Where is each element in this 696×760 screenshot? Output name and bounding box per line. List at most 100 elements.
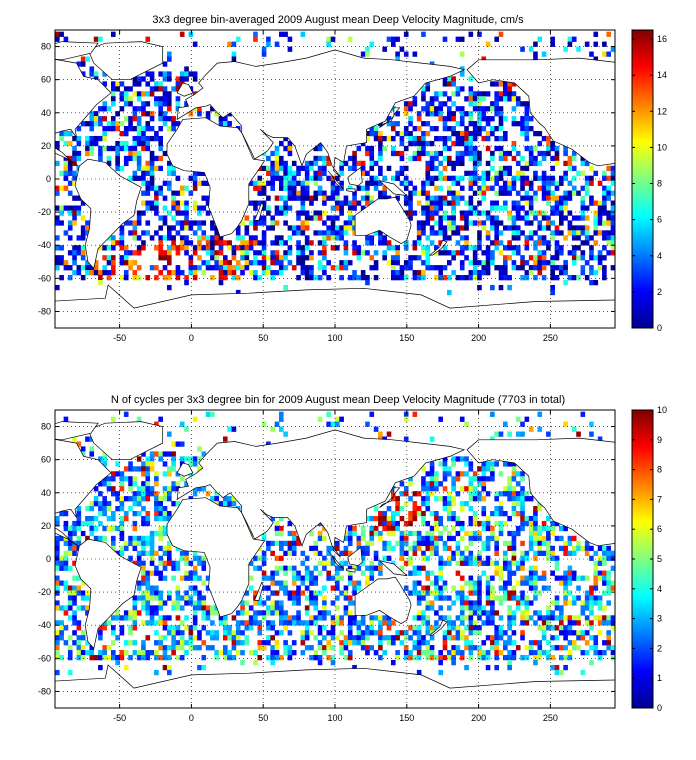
heatmap-cell <box>283 585 288 591</box>
heatmap-cell <box>218 275 224 281</box>
heatmap-cell <box>304 225 310 231</box>
heatmap-cell <box>442 36 448 42</box>
heatmap-cell <box>481 481 487 487</box>
heatmap-cell <box>244 225 250 231</box>
heatmap-cell <box>416 570 422 576</box>
heatmap-cell <box>425 160 431 167</box>
colorbar-tick-label: 4 <box>657 251 662 261</box>
heatmap-cell <box>167 284 172 291</box>
heatmap-cell <box>515 150 521 157</box>
heatmap-cell <box>171 126 176 132</box>
heatmap-cell <box>162 76 168 82</box>
heatmap-cell <box>468 610 474 616</box>
heatmap-cell <box>136 155 142 162</box>
heatmap-cell <box>481 506 487 512</box>
heatmap-cell <box>171 605 176 611</box>
heatmap-cell <box>136 265 142 271</box>
heatmap-cell <box>429 466 435 472</box>
heatmap-cell <box>223 615 228 621</box>
heatmap-cell <box>537 625 543 631</box>
heatmap-cell <box>511 585 517 591</box>
heatmap-cell <box>386 525 392 532</box>
heatmap-cell <box>541 570 547 576</box>
heatmap-cell <box>576 170 581 176</box>
heatmap-cell <box>382 185 387 191</box>
heatmap-cell <box>554 575 560 581</box>
heatmap-cell <box>610 230 615 236</box>
heatmap-cell <box>559 215 564 221</box>
heatmap-cell <box>425 235 431 241</box>
heatmap-cell <box>455 121 461 127</box>
heatmap-cell <box>365 540 370 547</box>
heatmap-cell <box>382 250 387 256</box>
heatmap-cell <box>63 585 69 591</box>
heatmap-cell <box>115 86 120 92</box>
heatmap-cell <box>425 590 431 596</box>
heatmap-cell <box>347 550 353 556</box>
heatmap-cell <box>76 155 82 162</box>
heatmap-cells <box>55 31 615 296</box>
heatmap-cell <box>593 230 599 236</box>
heatmap-cell <box>399 135 405 142</box>
heatmap-cell <box>537 240 543 246</box>
heatmap-cell <box>253 260 258 266</box>
heatmap-cell <box>412 270 418 276</box>
heatmap-cell <box>67 180 73 186</box>
heatmap-cell <box>72 250 77 256</box>
heatmap-cell <box>477 270 482 276</box>
heatmap-cell <box>352 195 357 201</box>
heatmap-cell <box>253 659 258 666</box>
heatmap-cell <box>472 220 478 226</box>
heatmap-cell <box>197 635 202 641</box>
heatmap-cell <box>67 540 73 547</box>
heatmap-cell <box>184 615 189 621</box>
heatmap-cell <box>507 620 512 626</box>
heatmap-cell <box>602 51 607 57</box>
heatmap-cell <box>93 501 99 507</box>
heatmap-cell <box>231 270 237 276</box>
heatmap-cell <box>279 205 284 211</box>
heatmap-cell <box>136 560 142 566</box>
heatmap-cell <box>511 535 517 542</box>
heatmap-cell <box>494 431 499 437</box>
heatmap-cell <box>287 540 293 547</box>
heatmap-cell <box>123 275 129 281</box>
heatmap-cell <box>102 496 107 502</box>
heatmap-cell <box>528 145 534 152</box>
heatmap-cell <box>266 655 271 661</box>
heatmap-cell <box>145 491 151 497</box>
heatmap-cell <box>442 250 448 256</box>
heatmap-cell <box>132 540 138 547</box>
heatmap-cell <box>309 175 314 181</box>
heatmap-cell <box>481 610 487 616</box>
heatmap-cell <box>300 185 306 191</box>
heatmap-cell <box>279 545 284 552</box>
heatmap-cell <box>451 255 456 261</box>
heatmap-cell <box>503 91 508 97</box>
heatmap-cell <box>365 250 370 256</box>
heatmap-cell <box>403 260 409 266</box>
heatmap-cell <box>455 140 461 147</box>
heatmap-cell <box>322 235 327 241</box>
heatmap-cell <box>67 605 73 611</box>
heatmap-cell <box>369 165 375 172</box>
heatmap-cell <box>541 625 547 631</box>
heatmap-cell <box>434 540 439 547</box>
heatmap-cell <box>421 205 426 211</box>
heatmap-cell <box>317 145 323 152</box>
heatmap-cell <box>291 160 297 167</box>
heatmap-cell <box>507 255 512 261</box>
heatmap-cell <box>98 481 103 487</box>
heatmap-cell <box>145 550 151 556</box>
heatmap-cell <box>102 265 107 271</box>
heatmap-cell <box>472 476 478 482</box>
heatmap-cell <box>580 650 586 656</box>
y-tick-label: 20 <box>41 141 51 151</box>
heatmap-cell <box>76 620 82 626</box>
heatmap-cell <box>111 535 116 542</box>
heatmap-cell <box>119 96 125 102</box>
heatmap-cell <box>356 630 362 636</box>
heatmap-cell <box>597 630 603 636</box>
heatmap-cell <box>515 215 521 221</box>
heatmap-cell <box>580 605 586 611</box>
